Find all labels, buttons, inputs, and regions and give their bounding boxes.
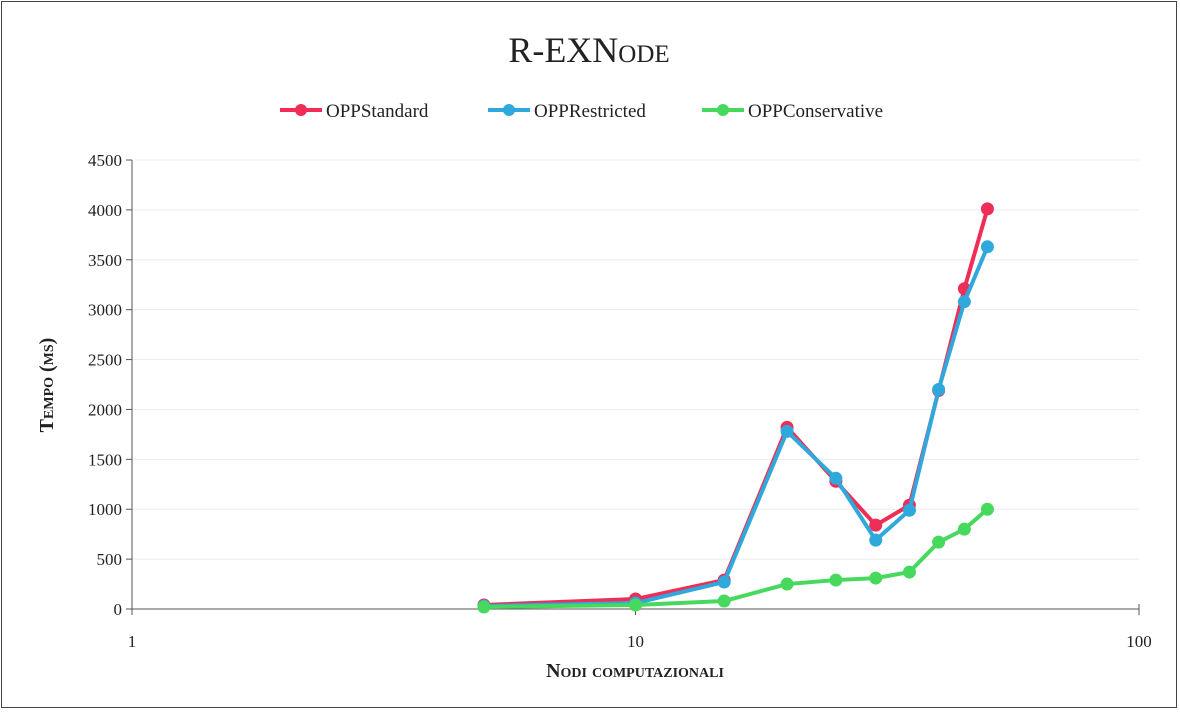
y-tick-label: 4000 bbox=[88, 201, 122, 220]
legend-item-OPPStandard: OPPStandard bbox=[280, 101, 429, 122]
y-tick-label: 1500 bbox=[88, 450, 122, 469]
data-point bbox=[957, 522, 971, 536]
series-line bbox=[481, 507, 990, 609]
data-point bbox=[869, 571, 883, 585]
data-point bbox=[980, 202, 994, 216]
legend-label: OPPRestricted bbox=[534, 101, 646, 122]
y-tick-label: 0 bbox=[114, 600, 123, 619]
data-point bbox=[780, 577, 794, 591]
legend-swatch-marker bbox=[717, 104, 729, 116]
x-tick-label: 1 bbox=[128, 632, 137, 651]
data-point bbox=[477, 600, 491, 614]
series-layer bbox=[477, 202, 994, 614]
y-tick-label: 3500 bbox=[88, 251, 122, 270]
y-tick-label: 2500 bbox=[88, 351, 122, 370]
x-axis-title: Nodi computazionali bbox=[546, 660, 724, 682]
data-point bbox=[932, 535, 946, 549]
data-point bbox=[829, 471, 843, 485]
data-point bbox=[629, 598, 642, 612]
x-tick-label: 100 bbox=[1126, 632, 1152, 651]
data-point bbox=[957, 295, 971, 309]
series-OPPRestricted bbox=[477, 240, 994, 613]
gridlines bbox=[132, 159, 1139, 560]
data-point bbox=[780, 424, 794, 438]
data-point bbox=[869, 518, 883, 532]
data-point bbox=[902, 565, 916, 579]
data-point bbox=[829, 573, 843, 587]
data-point bbox=[717, 594, 731, 608]
legend-label: OPPConservative bbox=[748, 101, 883, 122]
y-tick-label: 2000 bbox=[88, 400, 122, 419]
data-point bbox=[932, 382, 946, 396]
y-tick-label: 1000 bbox=[88, 500, 122, 519]
axes: 0 500 1000 1500 2000 2500 3000 3500 4000 4500 1 10 1… bbox=[88, 151, 1152, 651]
legend-item-OPPRestricted: OPPRestricted bbox=[488, 101, 646, 122]
data-point bbox=[869, 533, 883, 547]
series-line bbox=[481, 244, 990, 609]
legend-swatch-marker bbox=[503, 104, 515, 116]
data-point bbox=[717, 575, 731, 589]
data-point bbox=[902, 503, 916, 517]
y-tick-label: 500 bbox=[97, 550, 123, 569]
x-tick-label: 10 bbox=[627, 632, 644, 651]
legend-swatch-marker bbox=[295, 104, 307, 116]
data-point bbox=[980, 240, 994, 254]
legend-item-OPPConservative: OPPConservative bbox=[702, 101, 883, 122]
legend-label: OPPStandard bbox=[326, 101, 429, 122]
chart-title: R-EXNode bbox=[508, 30, 669, 70]
legend: OPPStandard OPPRestricted OPPConservative bbox=[280, 101, 883, 122]
data-point bbox=[980, 502, 994, 516]
series-OPPConservative bbox=[477, 502, 994, 614]
y-tick-label: 3000 bbox=[88, 301, 122, 320]
y-axis-title: Tempo (ms) bbox=[36, 338, 58, 433]
y-tick-label: 4500 bbox=[88, 151, 122, 170]
series-line bbox=[481, 206, 990, 608]
